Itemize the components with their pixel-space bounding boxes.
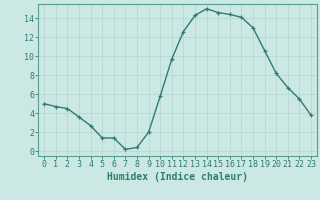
X-axis label: Humidex (Indice chaleur): Humidex (Indice chaleur) bbox=[107, 172, 248, 182]
